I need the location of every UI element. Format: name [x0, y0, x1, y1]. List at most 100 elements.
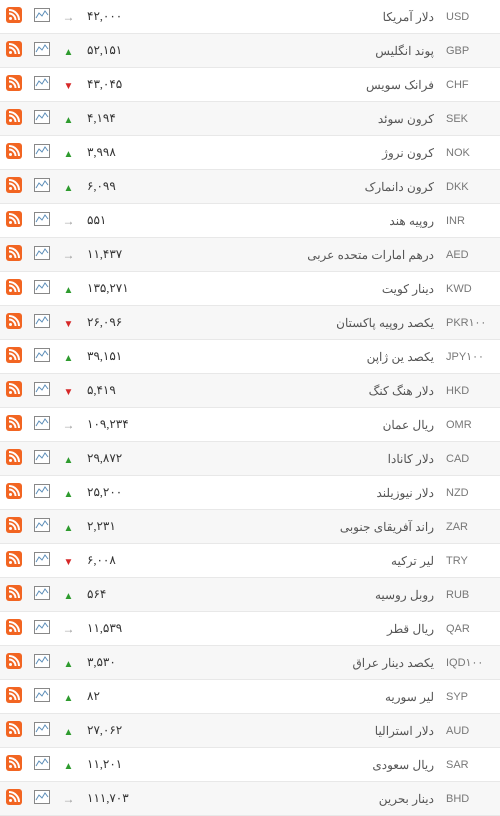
chart-icon[interactable]	[28, 102, 56, 136]
currency-name[interactable]: کرون دانمارک	[156, 170, 440, 204]
currency-name[interactable]: روپیه هند	[156, 204, 440, 238]
rss-icon[interactable]	[0, 68, 28, 102]
table-row: SEKکرون سوئد۴,۱۹۴▲	[0, 102, 500, 136]
chart-icon[interactable]	[28, 68, 56, 102]
currency-name[interactable]: لیر ترکیه	[156, 544, 440, 578]
rss-icon[interactable]	[0, 374, 28, 408]
chart-icon[interactable]	[28, 578, 56, 612]
rss-icon[interactable]	[0, 612, 28, 646]
chart-icon[interactable]	[28, 646, 56, 680]
currency-name[interactable]: کرون سوئد	[156, 102, 440, 136]
currency-name[interactable]: درهم امارات متحده عربی	[156, 238, 440, 272]
trend-arrow-icon: ▲	[56, 442, 81, 476]
currency-price: ۵۲,۱۵۱	[81, 34, 156, 68]
rss-icon[interactable]	[0, 510, 28, 544]
table-row: QARریال قطر۱۱,۵۳۹→	[0, 612, 500, 646]
table-row: OMRریال عمان۱۰۹,۲۳۴→	[0, 408, 500, 442]
chart-icon[interactable]	[28, 238, 56, 272]
chart-icon[interactable]	[28, 476, 56, 510]
chart-icon[interactable]	[28, 612, 56, 646]
currency-name[interactable]: دلار هنگ کنگ	[156, 374, 440, 408]
table-row: CHFفرانک سویس۴۳,۰۴۵▼	[0, 68, 500, 102]
chart-icon[interactable]	[28, 170, 56, 204]
currency-code: TRY	[440, 544, 500, 578]
table-row: INRروپیه هند۵۵۱→	[0, 204, 500, 238]
chart-icon[interactable]	[28, 408, 56, 442]
rss-icon[interactable]	[0, 204, 28, 238]
currency-code: AED	[440, 238, 500, 272]
currency-name[interactable]: دلار استرالیا	[156, 714, 440, 748]
currency-name[interactable]: دینار کویت	[156, 272, 440, 306]
chart-icon[interactable]	[28, 510, 56, 544]
currency-table: USDدلار آمریکا۴۲,۰۰۰→GBPپوند انگلیس۵۲,۱۵…	[0, 0, 500, 816]
trend-arrow-icon: ▲	[56, 680, 81, 714]
currency-name[interactable]: یکصد روپیه پاکستان	[156, 306, 440, 340]
rss-icon[interactable]	[0, 136, 28, 170]
currency-name[interactable]: دلار آمریکا	[156, 0, 440, 34]
trend-arrow-icon: ▲	[56, 714, 81, 748]
trend-arrow-icon: ▼	[56, 68, 81, 102]
rss-icon[interactable]	[0, 680, 28, 714]
rss-icon[interactable]	[0, 714, 28, 748]
currency-code: KWD	[440, 272, 500, 306]
rss-icon[interactable]	[0, 0, 28, 34]
rss-icon[interactable]	[0, 578, 28, 612]
currency-code: INR	[440, 204, 500, 238]
currency-price: ۴۲,۰۰۰	[81, 0, 156, 34]
rss-icon[interactable]	[0, 646, 28, 680]
table-row: IQD۱۰۰یکصد دینار عراق۳,۵۳۰▲	[0, 646, 500, 680]
chart-icon[interactable]	[28, 782, 56, 816]
rss-icon[interactable]	[0, 238, 28, 272]
table-row: BHDدینار بحرین۱۱۱,۷۰۳→	[0, 782, 500, 816]
currency-price: ۵۵۱	[81, 204, 156, 238]
table-row: CADدلار کانادا۲۹,۸۷۲▲	[0, 442, 500, 476]
currency-code: QAR	[440, 612, 500, 646]
rss-icon[interactable]	[0, 408, 28, 442]
chart-icon[interactable]	[28, 374, 56, 408]
chart-icon[interactable]	[28, 748, 56, 782]
currency-name[interactable]: یکصد ین ژاپن	[156, 340, 440, 374]
currency-name[interactable]: دلار نیوزیلند	[156, 476, 440, 510]
rss-icon[interactable]	[0, 170, 28, 204]
currency-name[interactable]: یکصد دینار عراق	[156, 646, 440, 680]
chart-icon[interactable]	[28, 272, 56, 306]
currency-name[interactable]: کرون نروژ	[156, 136, 440, 170]
currency-name[interactable]: ریال عمان	[156, 408, 440, 442]
rss-icon[interactable]	[0, 340, 28, 374]
currency-name[interactable]: ریال قطر	[156, 612, 440, 646]
rss-icon[interactable]	[0, 442, 28, 476]
rss-icon[interactable]	[0, 272, 28, 306]
chart-icon[interactable]	[28, 680, 56, 714]
chart-icon[interactable]	[28, 34, 56, 68]
currency-code: NZD	[440, 476, 500, 510]
rss-icon[interactable]	[0, 306, 28, 340]
currency-price: ۱۱۱,۷۰۳	[81, 782, 156, 816]
trend-arrow-icon: ▲	[56, 340, 81, 374]
rss-icon[interactable]	[0, 476, 28, 510]
rss-icon[interactable]	[0, 544, 28, 578]
currency-name[interactable]: دلار کانادا	[156, 442, 440, 476]
chart-icon[interactable]	[28, 0, 56, 34]
rss-icon[interactable]	[0, 748, 28, 782]
currency-price: ۱۱,۴۳۷	[81, 238, 156, 272]
currency-name[interactable]: ریال سعودی	[156, 748, 440, 782]
chart-icon[interactable]	[28, 442, 56, 476]
chart-icon[interactable]	[28, 714, 56, 748]
currency-name[interactable]: دینار بحرین	[156, 782, 440, 816]
chart-icon[interactable]	[28, 544, 56, 578]
currency-name[interactable]: پوند انگلیس	[156, 34, 440, 68]
chart-icon[interactable]	[28, 340, 56, 374]
rss-icon[interactable]	[0, 782, 28, 816]
table-row: AEDدرهم امارات متحده عربی۱۱,۴۳۷→	[0, 238, 500, 272]
chart-icon[interactable]	[28, 306, 56, 340]
currency-name[interactable]: روبل روسیه	[156, 578, 440, 612]
chart-icon[interactable]	[28, 136, 56, 170]
currency-name[interactable]: فرانک سویس	[156, 68, 440, 102]
rss-icon[interactable]	[0, 102, 28, 136]
currency-price: ۱۰۹,۲۳۴	[81, 408, 156, 442]
trend-arrow-icon: →	[56, 0, 81, 34]
currency-name[interactable]: راند آفریقای جنوبی	[156, 510, 440, 544]
rss-icon[interactable]	[0, 34, 28, 68]
currency-name[interactable]: لیر سوریه	[156, 680, 440, 714]
chart-icon[interactable]	[28, 204, 56, 238]
